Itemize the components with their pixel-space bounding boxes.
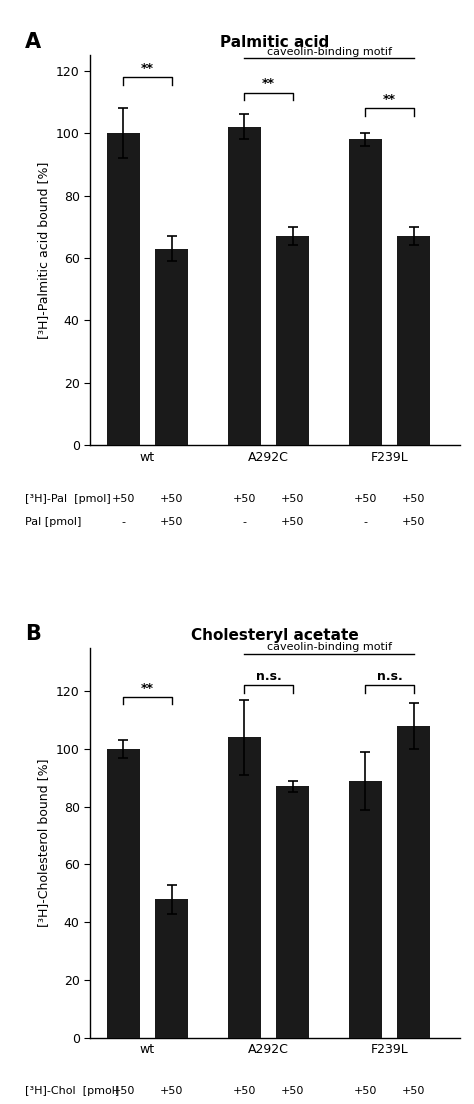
Bar <box>276 786 310 1038</box>
Bar <box>349 781 382 1038</box>
Text: [³H]-Chol  [pmol]: [³H]-Chol [pmol] <box>26 1086 119 1096</box>
Text: A: A <box>26 32 42 52</box>
Bar <box>107 134 140 445</box>
Text: +50: +50 <box>402 518 426 528</box>
Text: +50: +50 <box>160 518 183 528</box>
Y-axis label: [³H]-Palmitic acid bound [%]: [³H]-Palmitic acid bound [%] <box>37 161 50 339</box>
Text: B: B <box>26 625 41 645</box>
Bar <box>228 127 261 445</box>
Text: +50: +50 <box>281 493 304 503</box>
Bar <box>349 139 382 445</box>
Text: -: - <box>364 518 367 528</box>
Text: +50: +50 <box>402 1086 426 1096</box>
Bar <box>155 248 188 445</box>
Text: **: ** <box>383 93 396 106</box>
Text: +50: +50 <box>111 1086 135 1096</box>
Text: +50: +50 <box>281 1086 304 1096</box>
Text: -: - <box>242 518 246 528</box>
Text: +50: +50 <box>160 493 183 503</box>
Text: Pal [pmol]: Pal [pmol] <box>26 518 82 528</box>
Title: Palmitic acid: Palmitic acid <box>220 35 329 50</box>
Text: +50: +50 <box>281 518 304 528</box>
Text: **: ** <box>262 77 275 91</box>
Text: [³H]-Pal  [pmol]: [³H]-Pal [pmol] <box>26 493 111 503</box>
Text: +50: +50 <box>354 1086 377 1096</box>
Text: +50: +50 <box>354 493 377 503</box>
Text: +50: +50 <box>111 493 135 503</box>
Bar <box>397 236 430 445</box>
Title: Cholesteryl acetate: Cholesteryl acetate <box>191 627 359 643</box>
Bar <box>397 725 430 1038</box>
Y-axis label: [³H]-Cholesterol bound [%]: [³H]-Cholesterol bound [%] <box>37 758 50 927</box>
Text: +50: +50 <box>233 493 256 503</box>
Bar <box>228 737 261 1038</box>
Bar <box>155 899 188 1038</box>
Text: n.s.: n.s. <box>255 670 282 683</box>
Bar <box>107 749 140 1038</box>
Text: -: - <box>121 518 125 528</box>
Text: +50: +50 <box>233 1086 256 1096</box>
Text: caveolin-binding motif: caveolin-binding motif <box>266 643 392 652</box>
Text: caveolin-binding motif: caveolin-binding motif <box>266 46 392 56</box>
Text: **: ** <box>141 62 154 75</box>
Text: n.s.: n.s. <box>377 670 402 683</box>
Bar <box>276 236 310 445</box>
Text: **: ** <box>141 681 154 694</box>
Text: +50: +50 <box>402 493 426 503</box>
Text: +50: +50 <box>160 1086 183 1096</box>
